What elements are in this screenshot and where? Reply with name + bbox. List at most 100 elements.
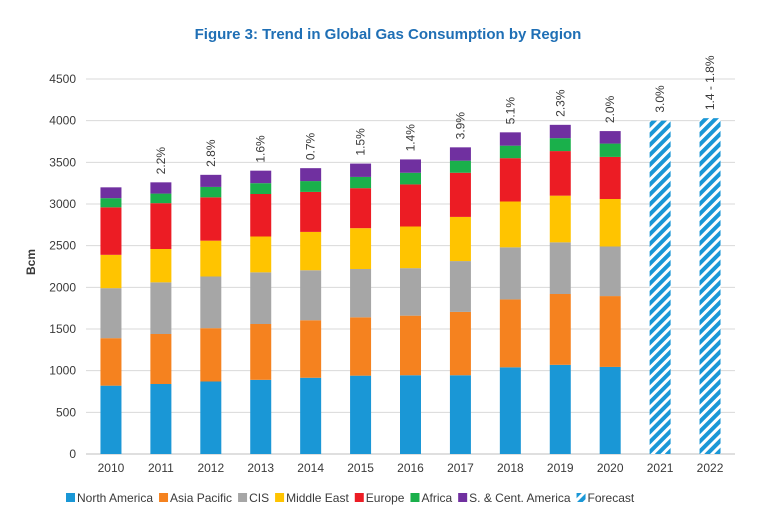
x-tick-label: 2011 xyxy=(148,461,174,475)
legend-label: CIS xyxy=(249,491,269,505)
bar-segment xyxy=(200,174,222,187)
bar-segment xyxy=(499,158,521,202)
bar-segment xyxy=(449,311,471,376)
bar-segment xyxy=(300,377,322,454)
bar-segment xyxy=(250,324,272,380)
x-tick-label: 2021 xyxy=(647,461,674,475)
bar-segment xyxy=(549,242,571,294)
bar-segment xyxy=(350,188,372,229)
bar-segment xyxy=(449,261,471,312)
forecast-bar xyxy=(649,120,671,455)
bar-segment xyxy=(449,375,471,454)
bar-segment xyxy=(499,247,521,300)
x-tick-label: 2013 xyxy=(247,461,274,475)
growth-annotation: 3.0% xyxy=(653,85,667,113)
x-tick-label: 2015 xyxy=(347,461,374,475)
bar-segment xyxy=(200,381,222,454)
y-tick-label: 1000 xyxy=(49,364,76,378)
legend-swatch xyxy=(576,493,586,502)
legend-swatch xyxy=(275,493,285,502)
x-tick-label: 2010 xyxy=(98,461,125,475)
bar-segment xyxy=(499,132,521,146)
y-tick-label: 4500 xyxy=(49,72,76,86)
legend-label: Africa xyxy=(421,491,452,505)
growth-annotation: 2.3% xyxy=(553,89,567,117)
bar-segment xyxy=(150,203,172,249)
bar-segment xyxy=(599,156,621,199)
bars xyxy=(100,118,721,455)
bar-segment xyxy=(350,375,372,454)
y-tick-label: 4000 xyxy=(49,114,76,128)
growth-annotation: 1.6% xyxy=(254,135,268,163)
growth-annotation: 2.0% xyxy=(603,95,617,123)
bar-segment xyxy=(100,198,122,208)
x-axis-ticks: 2010 2011 2012 2013 2014 2015 2016 2017 2018 2019… xyxy=(98,461,724,475)
bar-segment xyxy=(100,187,122,199)
legend-swatch xyxy=(66,493,75,502)
legend-label: Europe xyxy=(366,491,405,505)
bar-segment xyxy=(100,207,122,255)
bar-segment xyxy=(400,375,421,454)
x-tick-label: 2018 xyxy=(497,461,524,475)
legend-label: Middle East xyxy=(286,491,349,505)
bar-segment xyxy=(150,282,172,334)
bar-segment xyxy=(150,384,172,454)
bar-segment xyxy=(350,269,372,318)
bar-segment xyxy=(599,199,621,247)
bar-segment xyxy=(250,170,272,184)
legend-swatch xyxy=(159,493,169,502)
bar-segment xyxy=(549,138,571,152)
x-tick-label: 2017 xyxy=(447,461,474,475)
bar-segment xyxy=(350,228,372,269)
bar-segment xyxy=(200,240,222,277)
bar-segment xyxy=(150,193,172,204)
growth-annotation: 1.4% xyxy=(404,124,418,152)
bar-segment xyxy=(449,216,471,262)
legend: North America Asia Pacific CIS Middle East E… xyxy=(66,491,635,505)
growth-annotation: 0.7% xyxy=(304,132,318,160)
growth-annotation: 3.9% xyxy=(453,112,467,140)
bar-segment xyxy=(449,147,471,161)
bar-segment xyxy=(250,272,272,324)
bar-segment xyxy=(150,334,172,384)
bar-segment xyxy=(350,317,372,376)
y-tick-label: 2500 xyxy=(49,239,76,253)
x-tick-label: 2016 xyxy=(397,461,424,475)
legend-label: S. & Cent. America xyxy=(469,491,571,505)
y-tick-label: 1500 xyxy=(49,322,76,336)
legend-label: Asia Pacific xyxy=(170,491,232,505)
x-tick-label: 2020 xyxy=(597,461,624,475)
legend-swatch xyxy=(238,493,248,502)
bar-segment xyxy=(250,183,272,194)
chart-title: Figure 3: Trend in Global Gas Consumptio… xyxy=(195,26,582,43)
bar-segment xyxy=(599,131,621,144)
x-tick-label: 2022 xyxy=(697,461,724,475)
bar-segment xyxy=(300,270,322,321)
bar-segment xyxy=(400,172,421,185)
legend-label: North America xyxy=(77,491,153,505)
bar-segment xyxy=(549,294,571,365)
bar-segment xyxy=(300,231,322,271)
bar-segment xyxy=(449,172,471,217)
bar-segment xyxy=(250,379,272,454)
bar-segment xyxy=(200,276,222,329)
bar-segment xyxy=(100,254,122,289)
legend-swatch xyxy=(354,493,364,502)
bar-segment xyxy=(300,191,322,232)
bar-segment xyxy=(599,296,621,367)
bar-segment xyxy=(400,159,421,173)
legend-swatch xyxy=(410,493,420,502)
y-tick-label: 500 xyxy=(56,405,76,419)
growth-annotation: 2.8% xyxy=(204,139,218,167)
bar-segment xyxy=(449,160,471,173)
bar-segment xyxy=(200,328,222,382)
legend-label: Forecast xyxy=(588,491,635,505)
growth-annotations: 2.2% 2.8% 1.6% 0.7% 1.5% 1.4% 3.9% 5.1% 2.3% 2.0%… xyxy=(154,55,717,174)
bar-segment xyxy=(499,299,521,368)
growth-annotation: 5.1% xyxy=(503,97,517,125)
bar-segment xyxy=(549,364,571,454)
bar-segment xyxy=(549,151,571,196)
bar-segment xyxy=(400,315,421,376)
bar-segment xyxy=(200,197,222,241)
